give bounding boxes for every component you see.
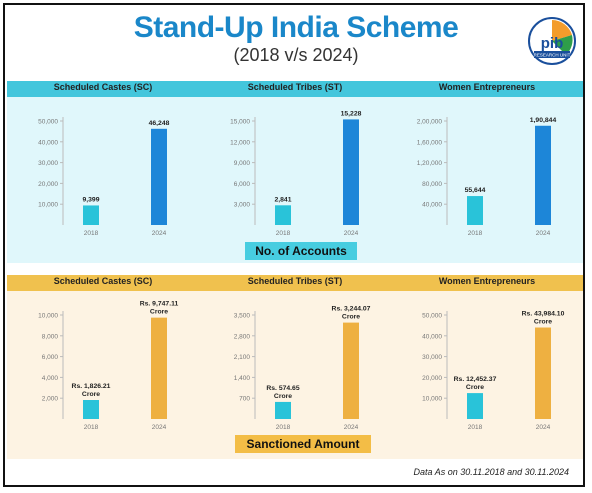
chart0-bar-2024: [151, 128, 167, 225]
chart2-ytick-label: 2,00,000: [417, 119, 443, 126]
chart0-bar-2018: [83, 205, 99, 225]
chart0-data-label: 46,248: [149, 120, 170, 127]
chart5-ytick-label: 30,000: [422, 354, 442, 361]
chart-title-amount-sc: Scheduled Castes (SC): [53, 276, 153, 286]
chart3-ytick-label: 8,000: [42, 333, 59, 340]
chart0-ytick-label: 10,000: [38, 202, 58, 209]
chart0-category-label: 2024: [152, 230, 167, 237]
chart4-ytick-label: 1,400: [234, 375, 251, 382]
chart3-data-label: Crore: [82, 391, 100, 398]
chart5-category-label: 2018: [468, 424, 483, 431]
chart1-bar-2024: [343, 119, 359, 225]
chart4-data-label: Crore: [274, 393, 292, 400]
chart3-data-label: Crore: [150, 309, 168, 316]
chart3-data-label: Rs. 1,826.21: [72, 383, 111, 390]
chart5-data-label: Rs. 43,984.10: [522, 311, 565, 318]
chart4-bar-2024: [343, 322, 359, 419]
chart2-ytick-label: 80,000: [422, 181, 442, 188]
chart1-ytick-label: 12,000: [230, 139, 250, 146]
accounts-header-band: Scheduled Castes (SC) Scheduled Tribes (…: [7, 81, 583, 97]
chart2-ytick-label: 1,20,000: [417, 160, 443, 167]
chart1-ytick-label: 3,000: [234, 202, 251, 209]
chart0-ytick-label: 50,000: [38, 119, 58, 126]
chart3-ytick-label: 2,000: [42, 396, 59, 403]
chart3-bar-2024: [151, 317, 167, 419]
chart5-ytick-label: 10,000: [422, 396, 442, 403]
chart1-data-label: 2,841: [274, 196, 291, 203]
accounts-charts: 10,000 20,000 30,000 40,000 50,000 9,399 2018 4…: [38, 110, 557, 237]
chart5-data-label: Crore: [466, 384, 484, 391]
chart5-ytick-label: 40,000: [422, 333, 442, 340]
chart5-category-label: 2024: [536, 424, 551, 431]
page-title: Stand-Up India Scheme: [133, 11, 459, 44]
chart2-category-label: 2018: [468, 230, 483, 237]
chart3-bar-2018: [83, 400, 99, 419]
chart2-ytick-label: 1,60,000: [417, 139, 443, 146]
chart1-category-label: 2024: [344, 230, 359, 237]
chart0-ytick-label: 20,000: [38, 181, 58, 188]
chart4-ytick-label: 700: [239, 396, 250, 403]
chart2-data-label: 55,644: [465, 187, 486, 194]
chart5-ytick-label: 50,000: [422, 313, 442, 320]
chart1-category-label: 2018: [276, 230, 291, 237]
chart1-ytick-label: 15,000: [230, 119, 250, 126]
accounts-panel: Scheduled Castes (SC) Scheduled Tribes (…: [7, 81, 583, 263]
chart2-bar-2024: [535, 125, 551, 225]
chart4-ytick-label: 2,100: [234, 354, 251, 361]
chart4-category-label: 2018: [276, 424, 291, 431]
chart5-data-label: Crore: [534, 319, 552, 326]
chart5-data-label: Rs. 12,452.37: [454, 376, 497, 383]
chart3-data-label: Rs. 9,747.11: [140, 301, 179, 308]
chart0-ytick-label: 40,000: [38, 139, 58, 146]
chart0-category-label: 2018: [84, 230, 99, 237]
chart2-category-label: 2024: [536, 230, 551, 237]
pib-logo-icon: pib RESEARCH UNIT: [528, 17, 576, 65]
chart-title-amount-st: Scheduled Tribes (ST): [247, 276, 343, 286]
accounts-section-label: No. of Accounts: [245, 242, 357, 260]
chart4-data-label: Rs. 574.65: [266, 385, 299, 392]
chart5-ytick-label: 20,000: [422, 375, 442, 382]
amount-header-band: Scheduled Castes (SC) Scheduled Tribes (…: [7, 275, 583, 291]
chart4-ytick-label: 2,800: [234, 333, 251, 340]
chart1-data-label: 15,228: [341, 110, 362, 117]
chart4-ytick-label: 3,500: [234, 313, 251, 320]
chart2-data-label: 1,90,844: [530, 117, 557, 124]
chart5-bar-2018: [467, 393, 483, 419]
chart-title-accounts-sc: Scheduled Castes (SC): [53, 82, 153, 92]
chart3-ytick-label: 10,000: [38, 313, 58, 320]
infographic-frame: Stand-Up India Scheme (2018 v/s 2024) pi…: [3, 3, 585, 487]
amount-section-label: Sanctioned Amount: [235, 435, 371, 453]
page-subtitle: (2018 v/s 2024): [233, 45, 359, 65]
chart3-ytick-label: 4,000: [42, 375, 59, 382]
chart4-bar-2018: [275, 401, 291, 419]
chart2-bar-2018: [467, 196, 483, 225]
chart-title-accounts-women: Women Entrepreneurs: [438, 82, 536, 92]
chart-title-amount-women: Women Entrepreneurs: [438, 276, 536, 286]
data-date-note: Data As on 30.11.2018 and 30.11.2024: [413, 467, 569, 477]
amount-panel: Scheduled Castes (SC) Scheduled Tribes (…: [7, 275, 583, 459]
chart4-data-label: Crore: [342, 314, 360, 321]
chart0-data-label: 9,399: [82, 196, 99, 203]
chart3-category-label: 2018: [84, 424, 99, 431]
chart4-category-label: 2024: [344, 424, 359, 431]
chart3-category-label: 2024: [152, 424, 167, 431]
logo-text: RESEARCH UNIT: [534, 53, 571, 58]
chart2-ytick-label: 40,000: [422, 202, 442, 209]
svg-text:pib: pib: [541, 35, 564, 52]
chart-title-accounts-st: Scheduled Tribes (ST): [247, 82, 343, 92]
chart3-ytick-label: 6,000: [42, 354, 59, 361]
chart4-data-label: Rs. 3,244.07: [332, 306, 371, 313]
chart1-ytick-label: 6,000: [234, 181, 251, 188]
chart0-ytick-label: 30,000: [38, 160, 58, 167]
chart1-bar-2018: [275, 205, 291, 225]
chart5-bar-2024: [535, 327, 551, 419]
chart1-ytick-label: 9,000: [234, 160, 251, 167]
